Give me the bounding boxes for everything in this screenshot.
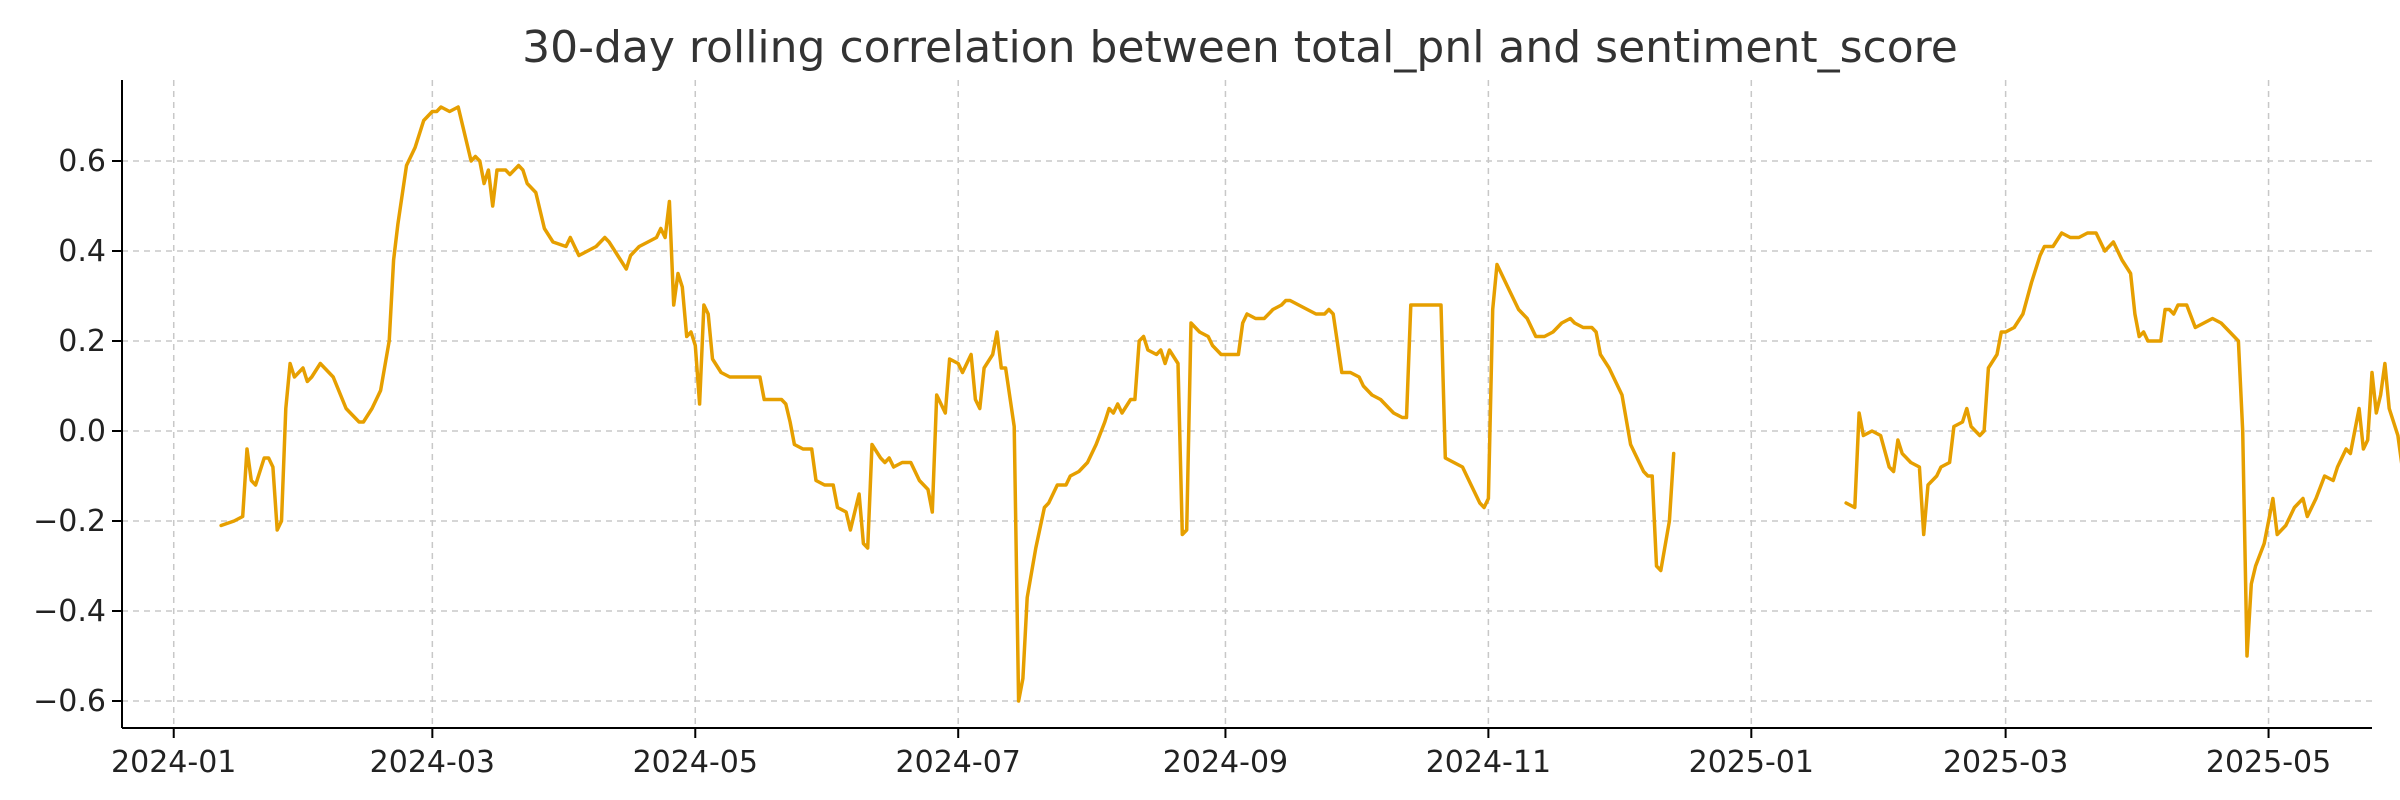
x-tick-label: 2025-05 (2206, 745, 2331, 780)
series-line (219, 105, 2400, 703)
y-tick-label: 0.6 (58, 144, 106, 179)
y-tick-label: 0.4 (58, 234, 106, 269)
x-tick-label: 2024-03 (370, 745, 495, 780)
series-line-segment (1844, 231, 2400, 658)
grid-lines (122, 80, 2372, 728)
x-tick-label: 2024-09 (1163, 745, 1288, 780)
x-tick-label: 2024-11 (1426, 745, 1551, 780)
x-tick-label: 2025-01 (1689, 745, 1814, 780)
y-tick-label: −0.4 (33, 594, 106, 629)
y-tick-label: 0.2 (58, 324, 106, 359)
axes (121, 80, 2372, 729)
x-tick-label: 2024-05 (633, 745, 758, 780)
series-line-segment (219, 105, 1676, 703)
x-tick-label: 2024-01 (111, 745, 236, 780)
x-axis-ticks: 2024-01 2024-03 2024-05 2024-07 2024-09 2024-… (111, 728, 2331, 780)
x-tick-label: 2024-07 (896, 745, 1021, 780)
y-tick-label: 0.0 (58, 414, 106, 449)
y-tick-label: −0.2 (33, 504, 106, 539)
y-axis-ticks: −0.6 −0.4 −0.2 0.0 0.2 0.4 0.6 (33, 144, 122, 719)
x-tick-label: 2025-03 (1943, 745, 2068, 780)
chart-title: 30-day rolling correlation between total… (522, 22, 1958, 73)
y-tick-label: −0.6 (33, 684, 106, 719)
